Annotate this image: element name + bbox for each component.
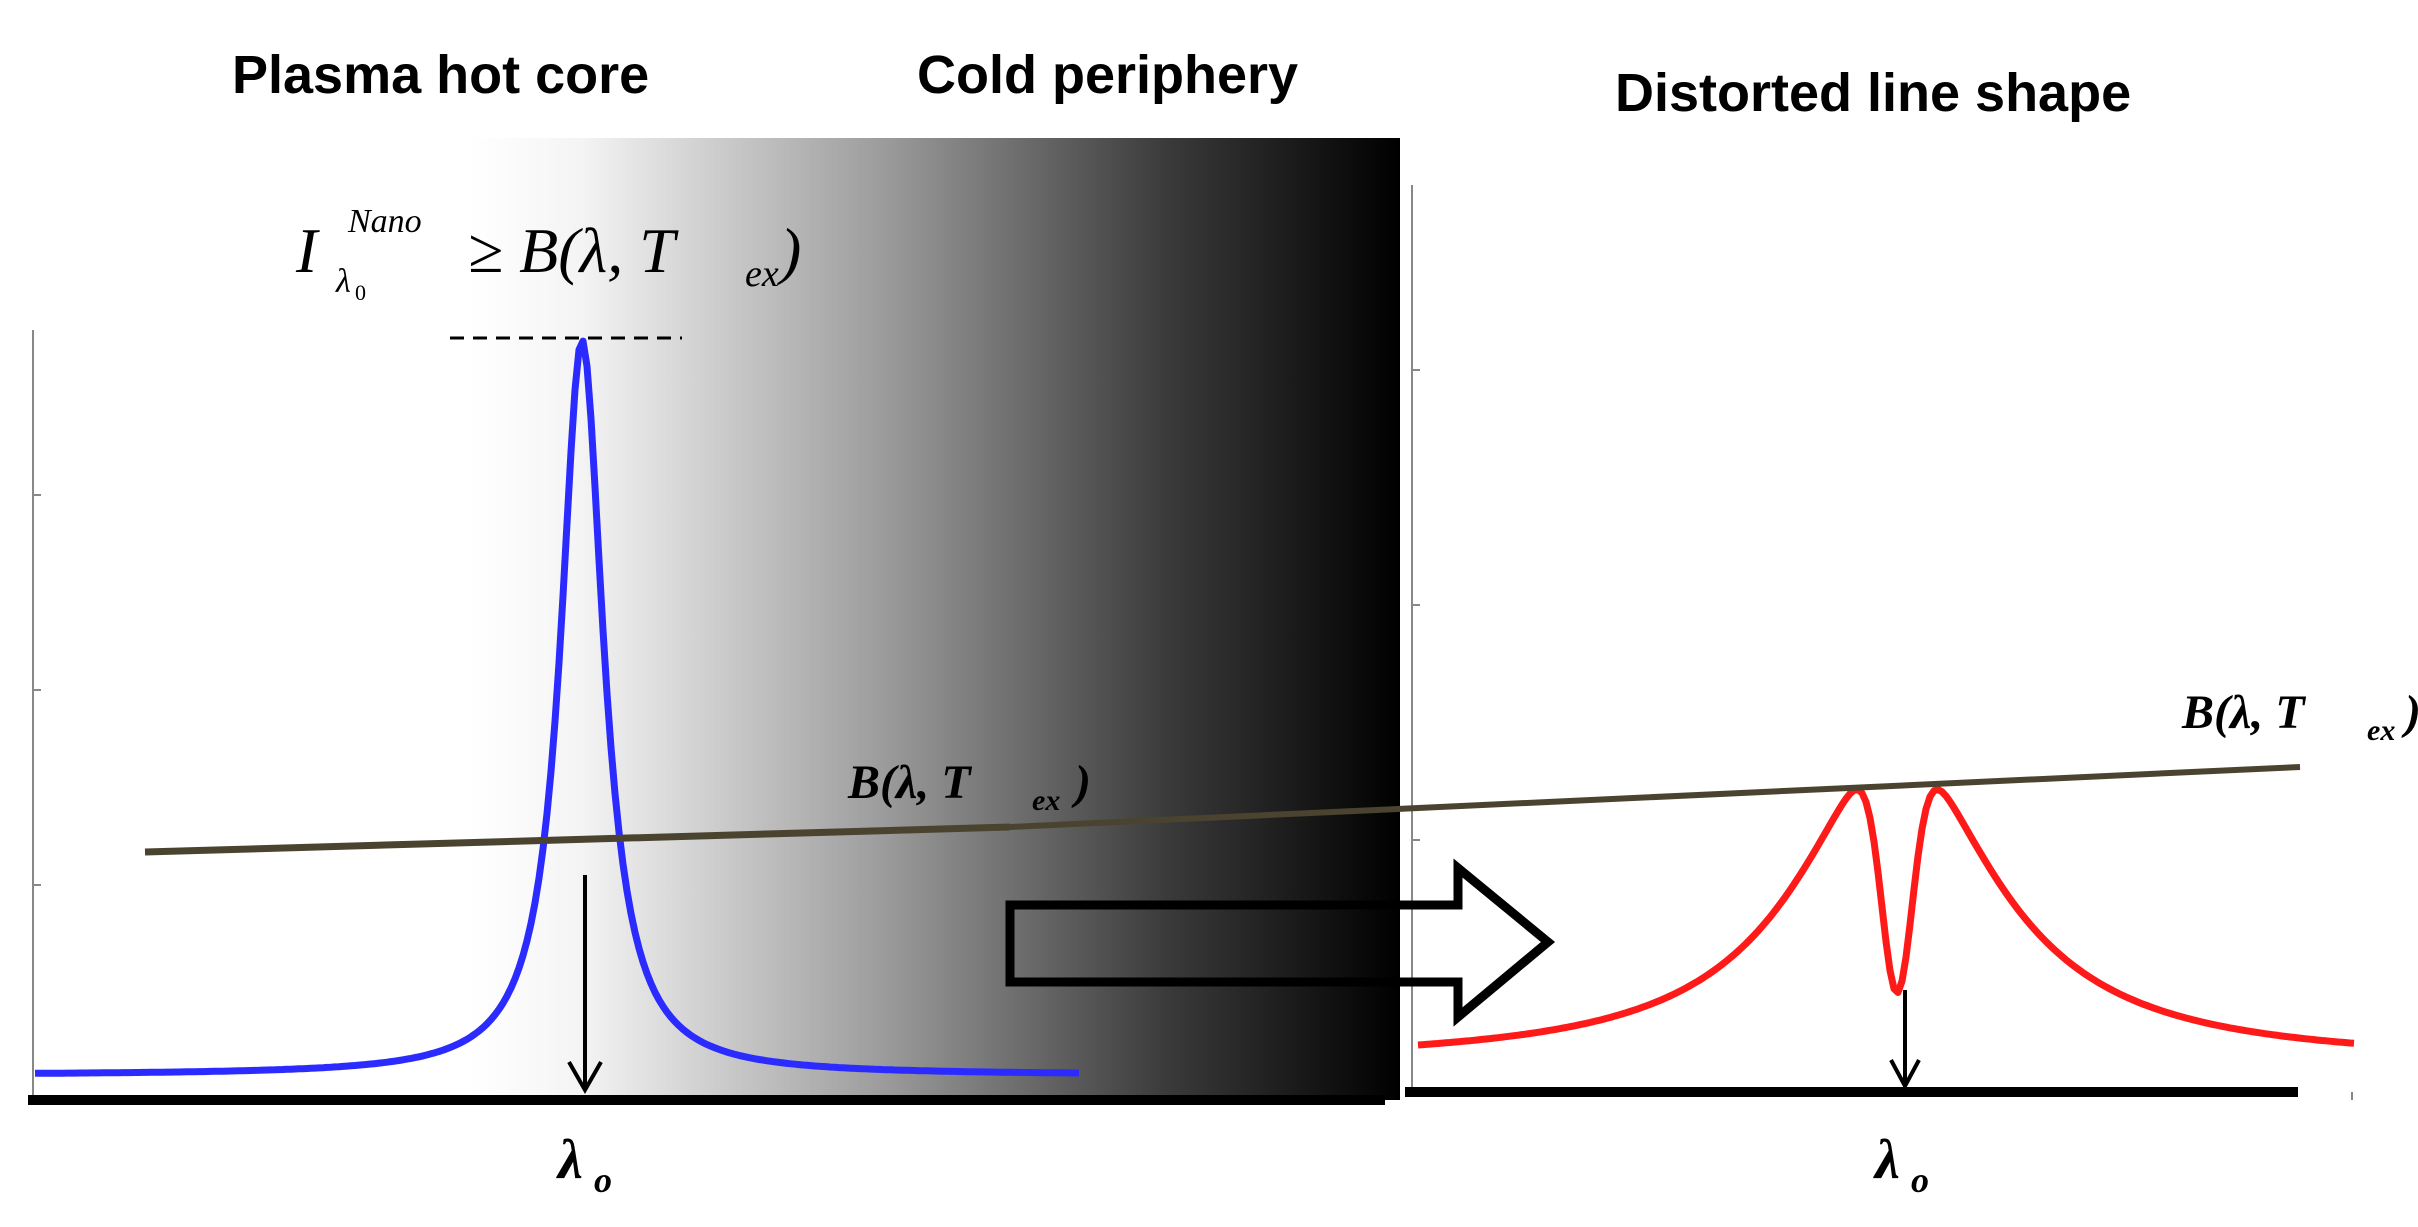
- peak-relation-subscript: ex: [745, 253, 779, 295]
- planck-label-left: B(λ, T: [847, 756, 972, 809]
- temperature-gradient: [470, 138, 1400, 1100]
- lambda-zero-label-left-subscript: o: [594, 1160, 612, 1200]
- peak-relation: ≥ B(λ, T: [468, 215, 679, 286]
- planck-label-left-close: ): [1071, 756, 1091, 809]
- planck-line-left: [144, 823, 1011, 856]
- planck-label-right-subscript: ex: [2367, 714, 2395, 747]
- planck-label-left-subscript: ex: [1032, 784, 1060, 817]
- right-plot-axes: [1405, 185, 2353, 1100]
- self-reversed-line-profile: [1417, 786, 2355, 1049]
- peak-intensity-superscript: Nano: [347, 203, 422, 240]
- left-plot-axes: [28, 330, 1385, 1105]
- lambda-zero-label-left: λ: [556, 1129, 583, 1191]
- lambda-zero-label-right: λ: [1873, 1129, 1900, 1191]
- planck-label-right: B(λ, T: [2181, 686, 2306, 739]
- down-arrow-icon: [567, 875, 603, 1095]
- down-arrow-icon: [1889, 990, 1921, 1091]
- heading-cold-periphery: Cold periphery: [917, 45, 1299, 105]
- heading-distorted-line-shape: Distorted line shape: [1615, 63, 2132, 123]
- peak-relation-close: ): [776, 215, 801, 286]
- heading-plasma-hot-core: Plasma hot core: [232, 45, 650, 105]
- planck-line-right: [1009, 764, 2301, 830]
- peak-intensity-symbol: I: [295, 215, 320, 286]
- emission-line-profile: [35, 337, 1079, 1077]
- planck-label-right-close: ): [2401, 686, 2418, 739]
- peak-intensity-subscript: λ: [335, 263, 351, 300]
- transition-arrow-icon: [1005, 858, 1556, 1027]
- peak-intensity-subscript-index: 0: [355, 280, 366, 305]
- lambda-zero-label-right-subscript: o: [1911, 1160, 1929, 1200]
